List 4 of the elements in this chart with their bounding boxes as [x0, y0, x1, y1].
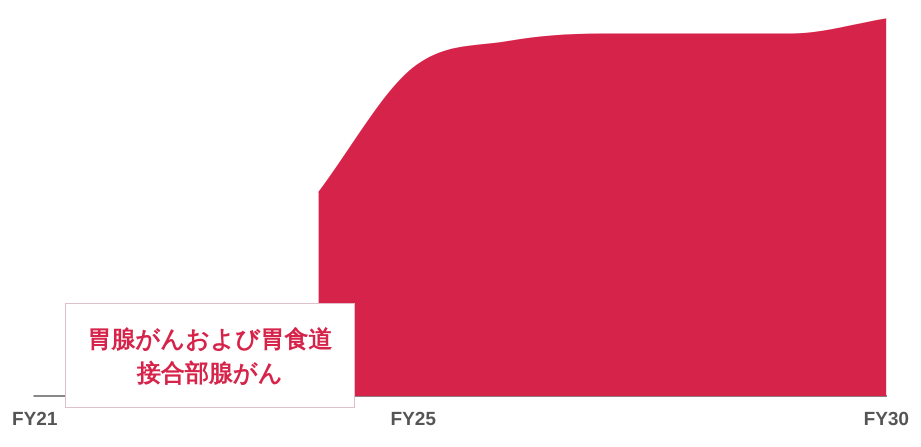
series-label: 胃腺がんおよび胃食道接合部腺がん: [86, 324, 334, 388]
x-tick-label: FY25: [390, 408, 436, 430]
x-tick-label: FY30: [864, 408, 910, 430]
x-tick-label: FY21: [12, 408, 58, 430]
